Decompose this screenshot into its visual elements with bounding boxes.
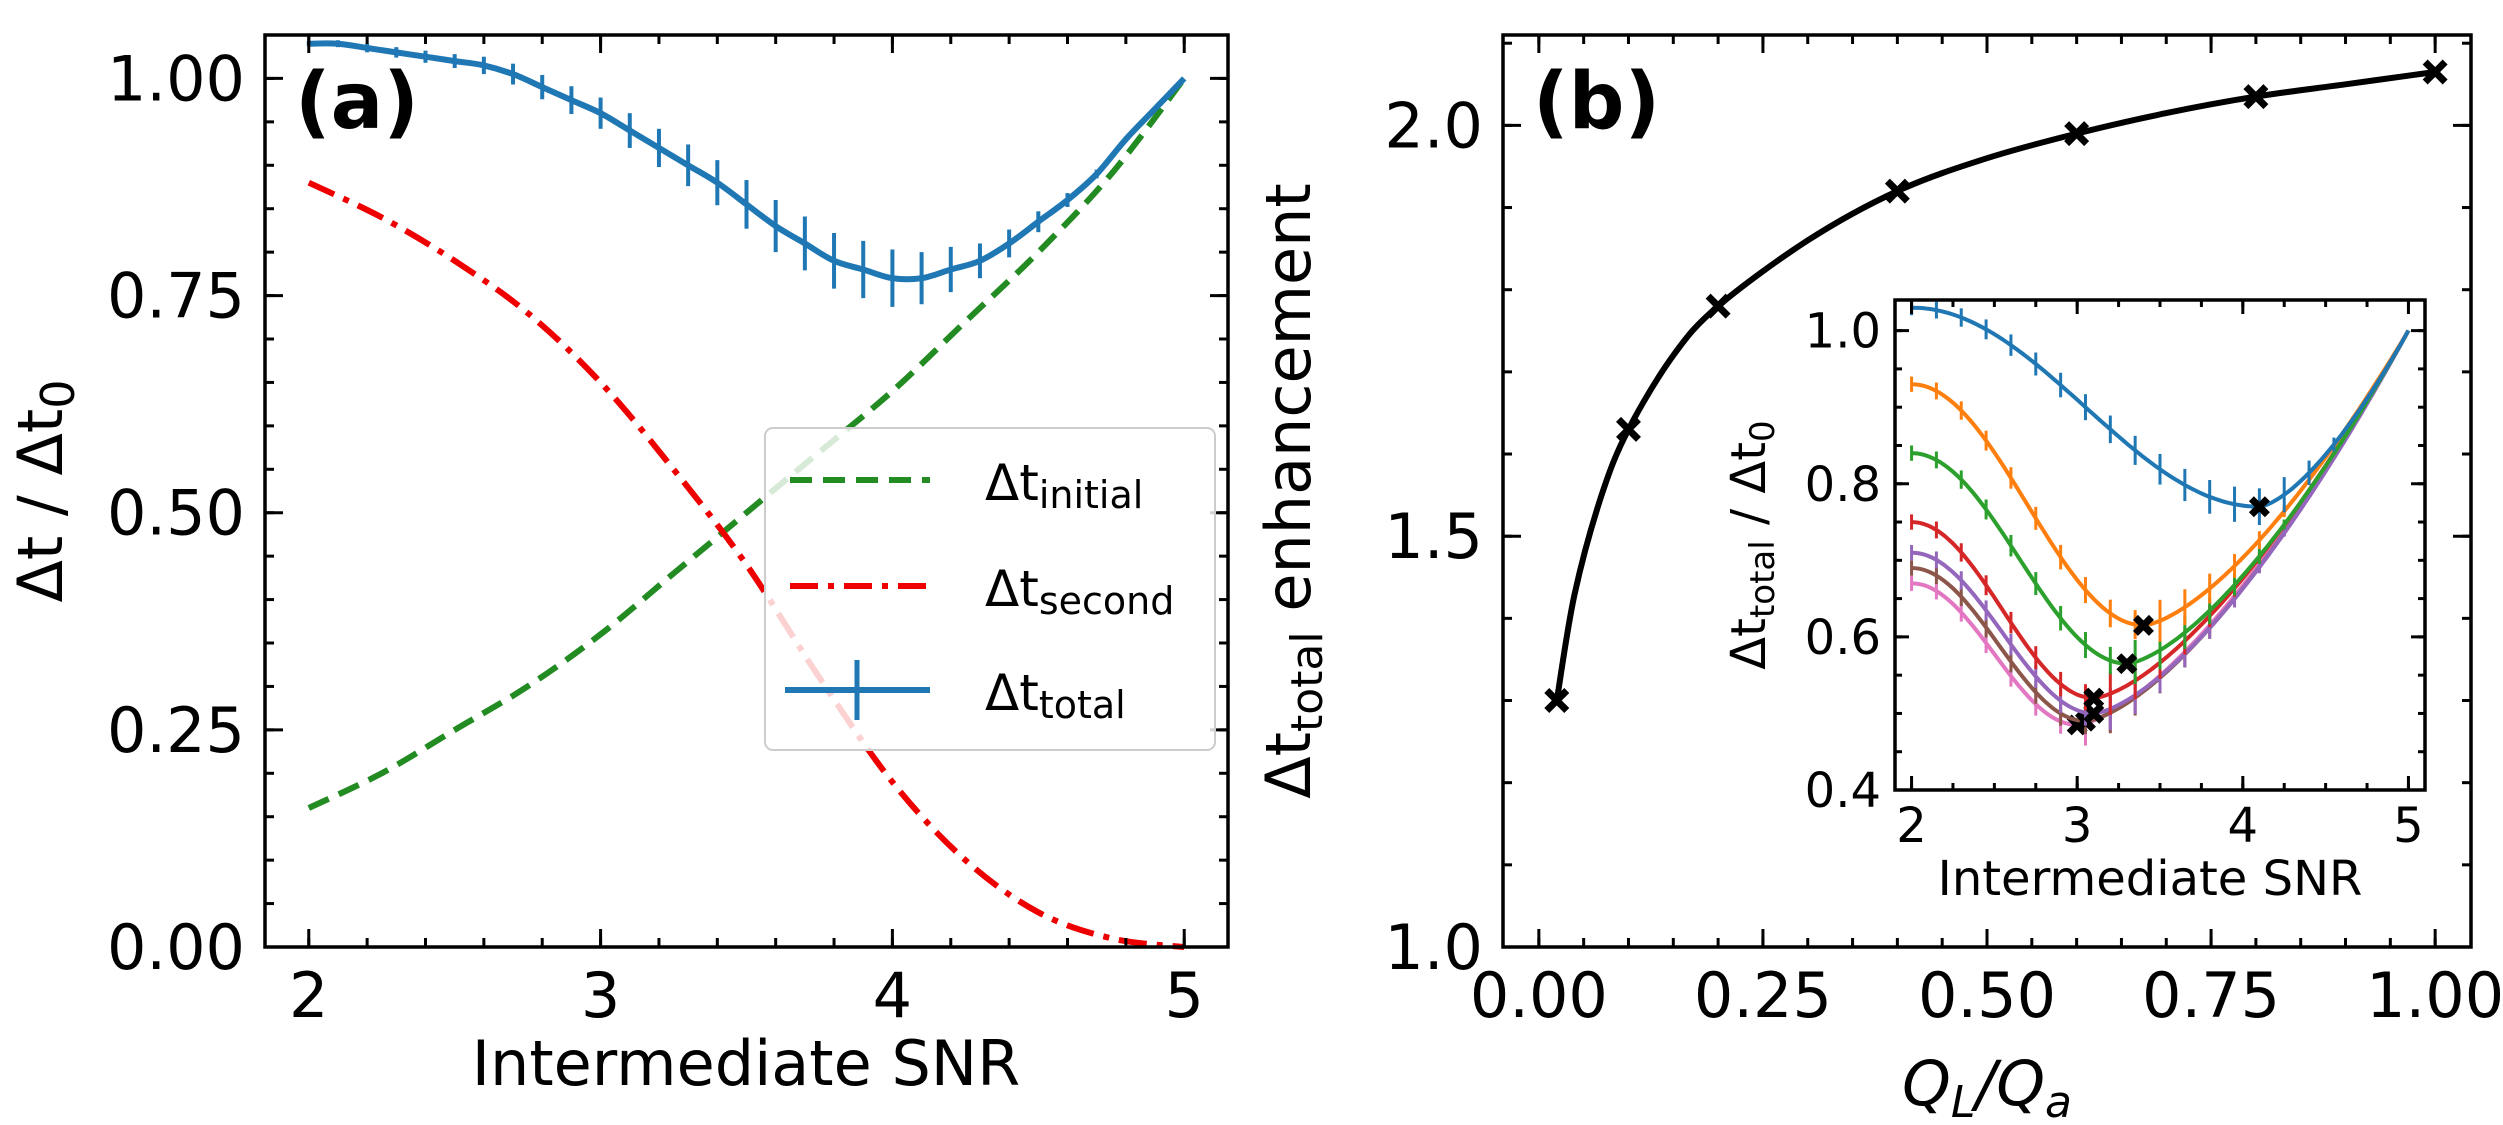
panel-a-x-axis-title: Intermediate SNR [472,1027,1021,1100]
panel-b-marker [2243,84,2269,110]
inset-x-tick-label: 4 [2228,798,2259,854]
legend-second-sub: second [1039,579,1175,623]
panel-b-x-title-sub2: a [2045,1077,2072,1125]
panel-a-x-tick-label: 2 [289,959,328,1032]
inset-x-tick-label: 3 [2062,798,2093,854]
panel-b-y-axis-title: Δttotal enhancement [1252,183,1333,798]
panel-b-x-tick-label: 1.00 [2366,959,2503,1032]
panel-b-series-group [1544,59,2448,713]
panel-b-x-tick-label: 0.00 [1470,959,1608,1032]
panel-a: 2 3 4 5 0.00 0.25 0.50 0.75 1.00 (a) Intermediat… [4,33,1230,1100]
inset-background [1895,300,2425,790]
panel-b-x-title-sub1: L [1951,1077,1976,1125]
panel-b-x-title-sep: /Q [1970,1047,2045,1120]
panel-b-ticks: 0.00 0.25 0.50 0.75 1.001.01.52.0 [1384,35,2503,1032]
legend-total-sub: total [1039,683,1126,727]
panel-b-x-tick-label: 0.75 [2142,959,2280,1032]
inset-y-tick-label: 0.4 [1805,763,1881,819]
panel-b-label: (b) [1533,57,1660,147]
legend-second-main: Δt [985,560,1039,618]
panel-a-y-title-sub: 0 [31,379,85,408]
legend-label-total: Δttotal [985,664,1126,727]
panel-b-y-tick-label: 1.0 [1384,911,1483,984]
panel-b-y-tick-label: 2.0 [1384,89,1483,162]
panel-a-frame [263,33,1230,949]
inset-y-title-main: Δt [1721,618,1777,670]
panel-a-ticks: 2 3 4 5 0.00 0.25 0.50 0.75 1.00 [107,33,1228,1032]
panel-a-legend: Δtinitial Δtsecond Δttotal [764,427,1216,751]
inset-min-marker [2132,614,2154,636]
panel-b-marker [1544,688,1570,713]
panel-b-marker [2064,121,2090,147]
inset-min-marker [2116,653,2138,675]
panel-a-y-tick-label: 0.00 [107,911,245,984]
panel-a-line-initial [307,76,1187,811]
panel-b-x-axis-title: QL/Qa [1902,1047,2072,1125]
panel-a-y-tick-label: 1.00 [107,42,245,115]
legend-label-second: Δtsecond [985,560,1174,623]
panel-a-y-tick-label: 0.50 [107,477,245,550]
inset-min-marker [2083,687,2105,709]
panel-b-curve [1553,69,2436,701]
panel-a-x-tick-label: 3 [581,959,620,1032]
inset-y-tick-label: 0.6 [1805,610,1881,666]
panel-a-x-tick-label: 4 [873,959,912,1032]
panel-a-series-group [306,40,1187,950]
inset-x-tick-label: 5 [2393,798,2424,854]
panel-a-y-title-main: Δt / Δt [4,409,77,603]
panel-b-y-title-pre: Δt [1252,732,1325,799]
panel-b-x-tick-label: 0.50 [1918,959,2056,1032]
inset-min-marker [2248,496,2270,518]
inset-y-tick-label: 1.0 [1805,304,1881,360]
panel-b: 0.00 0.25 0.50 0.75 1.001.01.52.0 (b) QL/Qa … [1252,33,2503,1125]
inset-y-axis-title: Δttotal / Δt0 [1721,420,1783,669]
legend-initial-main: Δt [985,454,1039,512]
legend-initial-sub: initial [1039,473,1144,517]
inset-x-axis-title: Intermediate SNR [1938,851,2363,907]
panel-a-label: (a) [295,57,419,147]
panel-a-y-tick-label: 0.75 [107,260,245,333]
inset-y-title-sub2: 0 [1743,420,1783,442]
panel-b-marker [2422,59,2448,85]
inset-ticks: 2 3 4 5 0.4 0.6 0.8 1.0 [1805,300,2425,854]
panel-b-x-tick-label: 0.25 [1694,959,1832,1032]
legend-box [764,427,1216,751]
panel-b-y-tick-label: 1.5 [1384,500,1483,573]
panel-b-marker [1705,293,1731,319]
panel-a-x-tick-label: 5 [1165,959,1204,1032]
panel-b-marker [1884,178,1910,204]
panel-b-marker [1616,416,1641,442]
panel-a-line-second [307,179,1185,950]
panel-b-y-title-post: enhancement [1252,183,1325,631]
inset-x-tick-label: 2 [1896,798,1927,854]
inset-series-group [1910,300,2411,746]
legend-total-main: Δt [985,664,1039,722]
panel-a-y-tick-label: 0.25 [107,694,245,767]
panel-a-y-axis-title: Δt / Δt0 [4,379,85,602]
panel-b-x-title-q1: Q [1902,1047,1951,1120]
legend-label-initial: Δtinitial [985,454,1143,517]
panel-a-line-total [308,40,1187,283]
panel-b-inset: 2 3 4 5 0.4 0.6 0.8 1.0 Intermediate SNR Δttota… [1721,298,2427,907]
inset-y-title-mid: / Δt [1721,442,1777,540]
panel-b-y-title-sub: total [1282,631,1333,732]
inset-y-tick-label: 0.8 [1805,457,1881,513]
inset-y-title-sub: total [1743,540,1783,618]
